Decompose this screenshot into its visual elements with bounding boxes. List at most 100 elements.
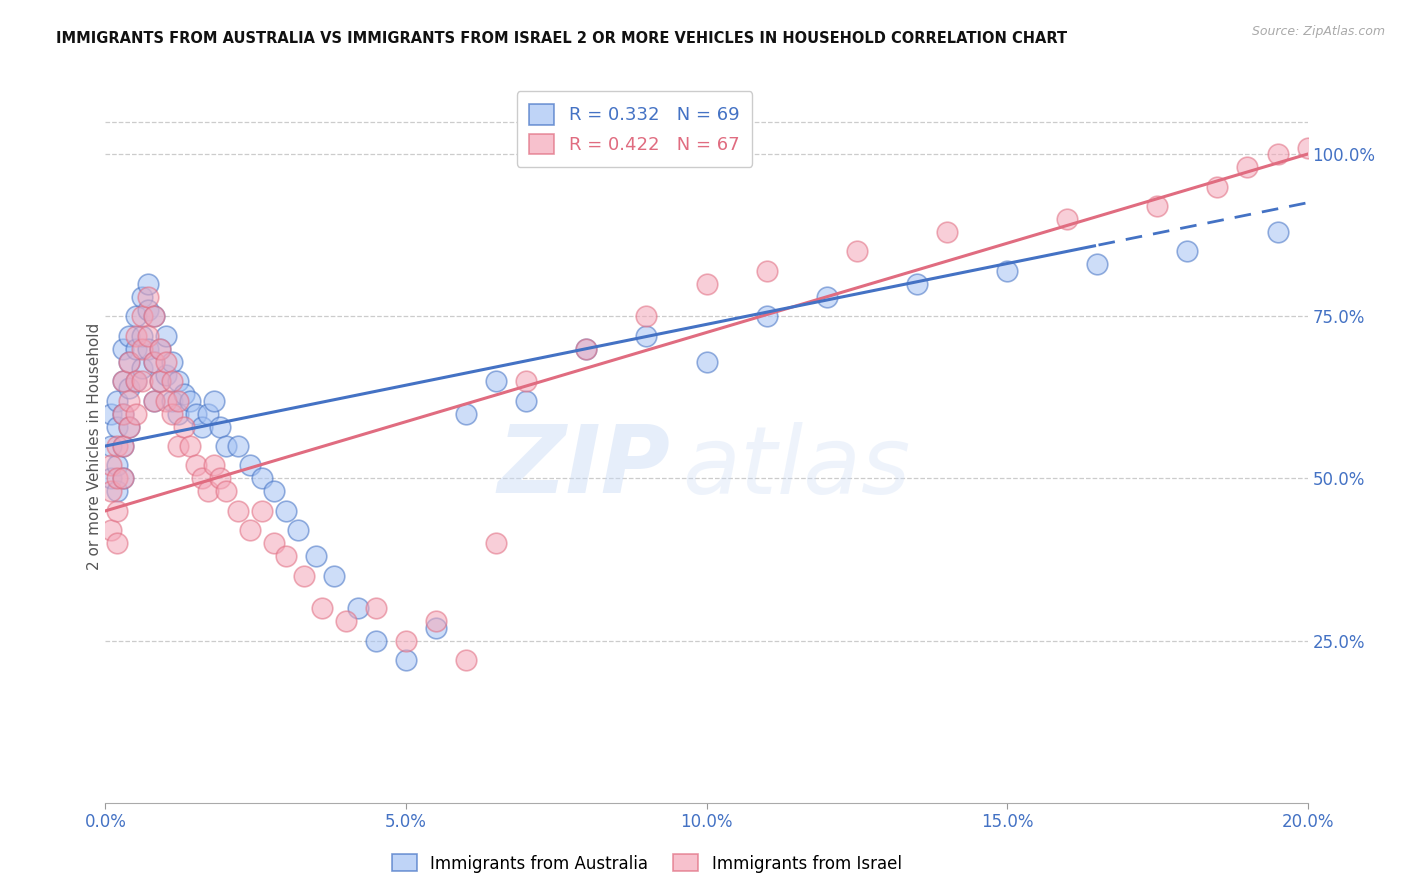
Point (112, 407, 135, 421)
Point (100, 439, 122, 453)
Point (142, 393, 165, 408)
Point (166, 439, 188, 453)
Point (214, 484, 236, 499)
Point (190, 471, 212, 485)
Point (305, 549, 328, 564)
Point (208, 419, 231, 434)
Point (311, 601, 333, 615)
Point (184, 407, 207, 421)
Point (395, 653, 418, 667)
Point (142, 354, 165, 368)
Point (1296, 140, 1319, 154)
Point (112, 374, 135, 388)
Point (142, 393, 165, 408)
Point (112, 439, 135, 453)
Point (155, 354, 177, 368)
Point (485, 374, 508, 388)
Point (142, 310, 165, 324)
Text: IMMIGRANTS FROM AUSTRALIA VS IMMIGRANTS FROM ISRAEL 2 OR MORE VEHICLES IN HOUSEH: IMMIGRANTS FROM AUSTRALIA VS IMMIGRANTS … (56, 31, 1067, 46)
Point (131, 361, 153, 376)
Point (845, 244, 868, 259)
Point (226, 439, 249, 453)
Point (995, 264, 1018, 278)
Point (160, 393, 183, 408)
Point (155, 368, 177, 382)
Point (160, 374, 183, 388)
Point (112, 407, 135, 421)
Point (173, 419, 195, 434)
Point (166, 374, 188, 388)
Point (454, 653, 477, 667)
Point (131, 342, 153, 356)
Point (107, 484, 129, 499)
Point (515, 374, 537, 388)
Point (636, 310, 658, 324)
Point (131, 310, 153, 324)
Point (100, 471, 122, 485)
Point (118, 419, 141, 434)
Point (118, 419, 141, 434)
Point (395, 633, 418, 648)
Point (124, 374, 146, 388)
Point (155, 393, 177, 408)
Point (636, 328, 658, 343)
Point (1056, 211, 1078, 226)
Point (155, 328, 177, 343)
Point (124, 407, 146, 421)
Point (142, 354, 165, 368)
Point (335, 614, 357, 628)
Point (1206, 179, 1229, 194)
Point (190, 419, 212, 434)
Point (575, 342, 598, 356)
Point (136, 277, 159, 291)
Point (131, 328, 153, 343)
Point (107, 439, 129, 453)
Point (124, 310, 146, 324)
Point (515, 393, 537, 408)
Point (148, 342, 170, 356)
Point (1175, 244, 1198, 259)
Point (287, 524, 309, 538)
Point (107, 504, 129, 518)
Point (118, 393, 141, 408)
Point (107, 458, 129, 473)
Point (425, 614, 447, 628)
Point (136, 328, 159, 343)
Point (184, 458, 207, 473)
Point (214, 439, 236, 453)
Point (575, 342, 598, 356)
Point (1085, 257, 1108, 271)
Point (696, 277, 718, 291)
Point (100, 484, 122, 499)
Point (226, 504, 249, 518)
Point (197, 484, 219, 499)
Point (160, 354, 183, 368)
Point (124, 374, 146, 388)
Point (1236, 160, 1258, 174)
Legend: R = 0.332   N = 69, R = 0.422   N = 67: R = 0.332 N = 69, R = 0.422 N = 67 (516, 91, 752, 167)
Point (936, 225, 959, 239)
Point (107, 536, 129, 550)
Point (100, 524, 122, 538)
Point (1267, 225, 1289, 239)
Point (136, 290, 159, 304)
Point (263, 536, 285, 550)
Point (202, 458, 225, 473)
Point (485, 536, 508, 550)
Point (131, 290, 153, 304)
Point (124, 328, 146, 343)
Point (100, 458, 122, 473)
Point (250, 504, 273, 518)
Point (112, 342, 135, 356)
Point (322, 568, 344, 582)
Text: Source: ZipAtlas.com: Source: ZipAtlas.com (1251, 25, 1385, 38)
Point (112, 439, 135, 453)
Point (197, 407, 219, 421)
Point (454, 407, 477, 421)
Point (263, 484, 285, 499)
Legend: Immigrants from Australia, Immigrants from Israel: Immigrants from Australia, Immigrants fr… (385, 847, 908, 880)
Point (815, 290, 838, 304)
Point (112, 374, 135, 388)
Point (160, 407, 183, 421)
Point (148, 374, 170, 388)
